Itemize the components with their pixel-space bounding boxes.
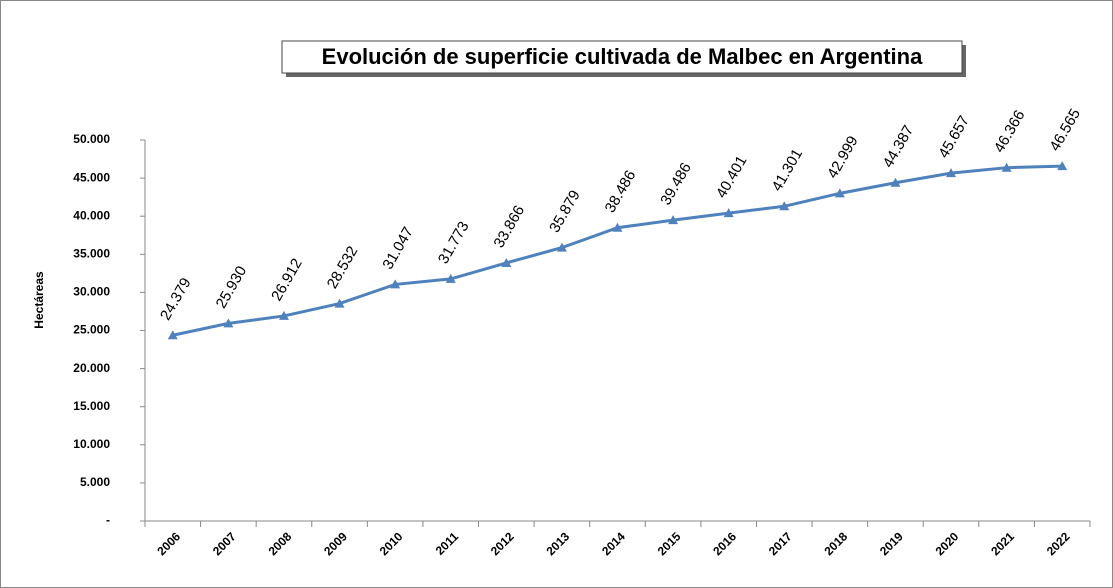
marker (390, 279, 401, 289)
marker (1001, 162, 1012, 172)
y-tick-label: 20.000 (73, 361, 110, 375)
y-tick-label: 10.000 (73, 437, 110, 451)
marker (779, 201, 790, 211)
y-tick-label: 50.000 (73, 132, 110, 146)
y-tick-label: 45.000 (73, 170, 110, 184)
marker (723, 208, 734, 218)
y-tick-label: 15.000 (73, 399, 110, 413)
marker (223, 318, 234, 328)
chart-title: Evolución de superficie cultivada de Mal… (322, 44, 923, 69)
y-tick-label: 25.000 (73, 323, 110, 337)
marker (167, 330, 178, 340)
y-tick-label: 30.000 (73, 285, 110, 299)
marker (834, 188, 845, 198)
marker (334, 298, 345, 308)
marker (278, 310, 289, 320)
marker (612, 222, 623, 232)
title-box (281, 40, 963, 74)
marker (556, 242, 567, 252)
marker (445, 273, 456, 283)
y-tick-label: 40.000 (73, 208, 110, 222)
y-axis-label: Hectáreas (32, 271, 46, 329)
marker (668, 215, 679, 225)
y-tick-label: - (106, 513, 110, 527)
marker (1057, 161, 1068, 171)
marker (946, 168, 957, 178)
marker (501, 257, 512, 267)
y-tick-label: 35.000 (73, 246, 110, 260)
marker (890, 177, 901, 187)
y-tick-label: 5.000 (80, 475, 110, 489)
